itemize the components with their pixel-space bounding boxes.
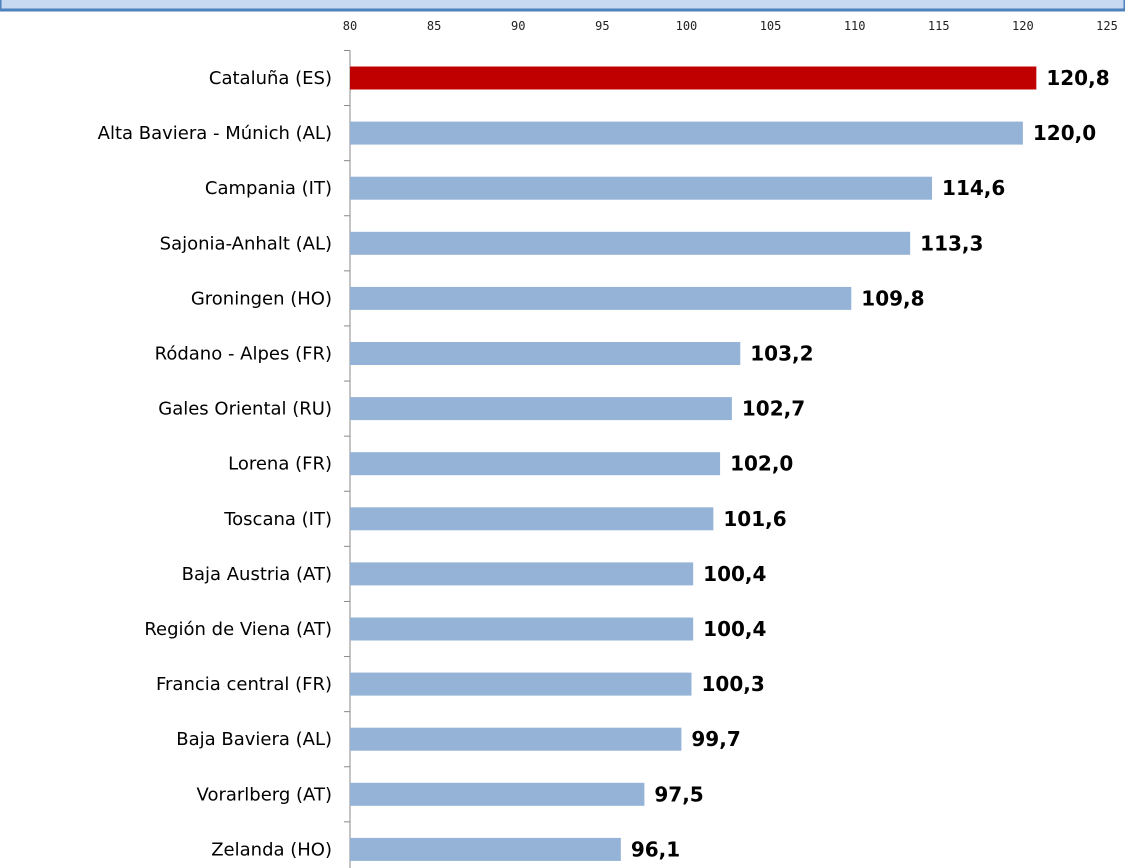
category-label: Gales Oriental (RU) <box>158 399 332 420</box>
value-label: 120,0 <box>1033 121 1096 145</box>
bar <box>350 286 852 310</box>
category-label: Alta Baviera - Múnich (AL) <box>98 123 332 144</box>
value-label: 113,3 <box>920 231 983 255</box>
value-label: 99,7 <box>691 727 740 751</box>
value-label: 114,6 <box>942 176 1005 200</box>
value-label: 96,1 <box>631 837 680 861</box>
category-label: Francia central (FR) <box>156 674 332 695</box>
x-tick-label: 120 <box>1012 19 1034 33</box>
x-tick-label: 80 <box>343 19 357 33</box>
category-label: Ródano - Alpes (FR) <box>155 344 332 365</box>
value-label: 100,4 <box>703 617 766 641</box>
value-label: 120,8 <box>1046 66 1109 90</box>
x-tick-label: 85 <box>427 19 441 33</box>
x-tick-label: 125 <box>1096 19 1118 33</box>
bar <box>350 452 721 476</box>
x-tick-label: 110 <box>844 19 866 33</box>
header-banner <box>0 0 1125 12</box>
bar <box>350 66 1037 90</box>
x-tick-label: 100 <box>676 19 698 33</box>
bar <box>350 507 714 531</box>
category-label: Lorena (FR) <box>228 454 332 475</box>
category-label: Campania (IT) <box>205 178 332 199</box>
x-tick-label: 95 <box>595 19 609 33</box>
category-label: Baja Baviera (AL) <box>176 729 332 750</box>
value-label: 102,0 <box>730 452 793 476</box>
x-tick-label: 105 <box>760 19 782 33</box>
value-label: 100,3 <box>701 672 764 696</box>
bar <box>350 672 692 696</box>
bar <box>350 231 911 255</box>
category-label: Sajonia-Anhalt (AL) <box>160 233 332 254</box>
category-label: Vorarlberg (AT) <box>197 784 332 805</box>
bar <box>350 562 694 586</box>
value-label: 102,7 <box>742 397 805 421</box>
bar <box>350 617 694 641</box>
category-label: Región de Viena (AT) <box>144 619 332 640</box>
bar <box>350 121 1023 145</box>
category-label: Toscana (IT) <box>223 509 332 530</box>
value-label: 100,4 <box>703 562 766 586</box>
value-label: 101,6 <box>723 507 786 531</box>
value-label: 97,5 <box>654 782 703 806</box>
bar <box>350 837 621 861</box>
bar <box>350 342 741 365</box>
category-label: Baja Austria (AT) <box>182 564 332 585</box>
category-label: Cataluña (ES) <box>209 68 332 89</box>
bar <box>350 397 732 421</box>
bar <box>350 176 933 200</box>
value-label: 103,2 <box>750 342 813 366</box>
x-tick-label: 90 <box>511 19 525 33</box>
x-tick-label: 115 <box>928 19 950 33</box>
value-label: 109,8 <box>861 286 924 310</box>
category-label: Groningen (HO) <box>191 288 332 309</box>
category-label: Zelanda (HO) <box>211 839 332 860</box>
bar <box>350 727 682 751</box>
bar <box>350 782 645 806</box>
